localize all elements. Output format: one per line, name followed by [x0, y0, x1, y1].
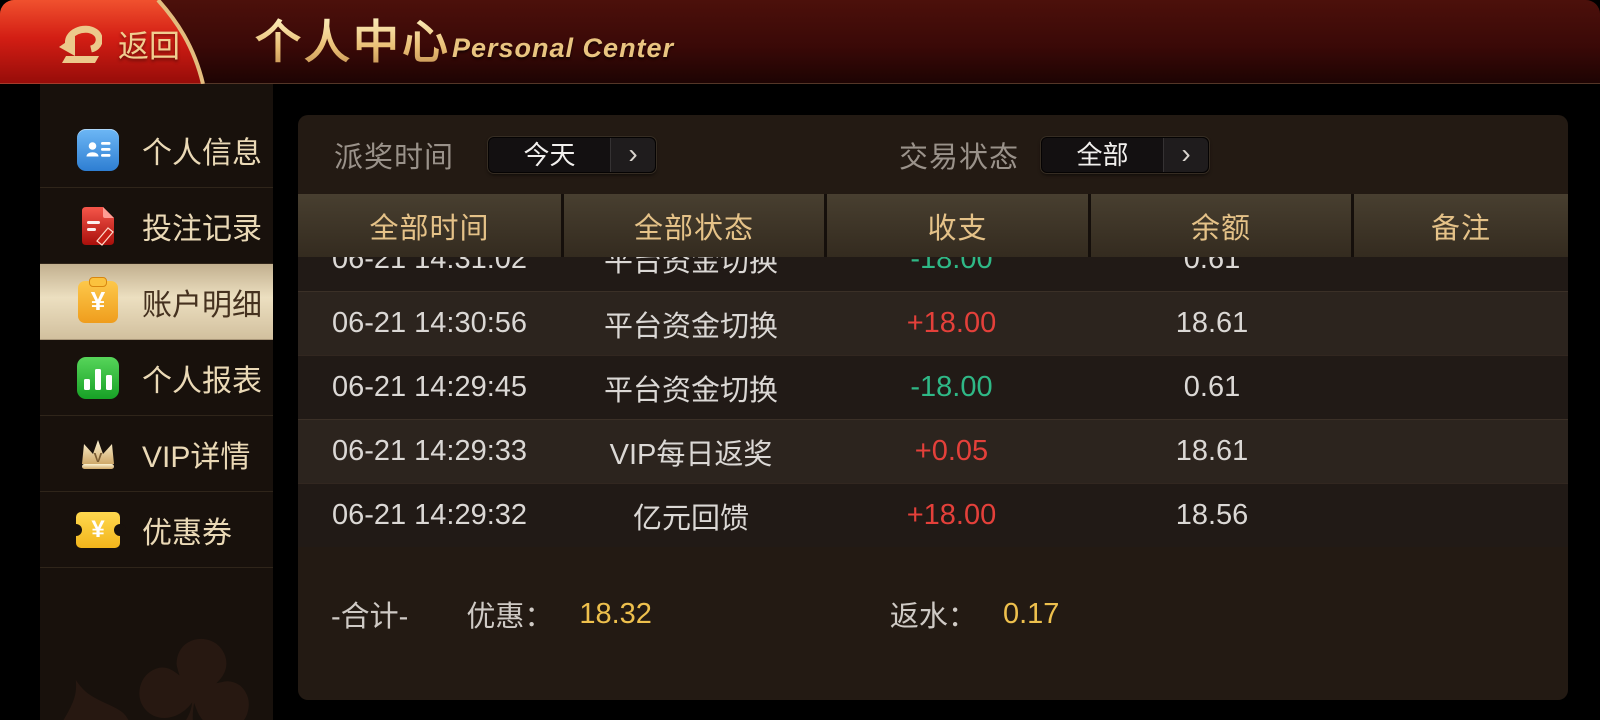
cell-amount: -18.00	[910, 371, 993, 403]
column-header-amount: 收支	[827, 194, 1088, 257]
report-chart-icon	[76, 356, 120, 400]
bet-record-icon	[76, 204, 120, 248]
table-header: 全部时间 全部状态 收支 余额 备注	[298, 194, 1568, 257]
club-decoration: ♣	[116, 572, 273, 720]
filter-bar: 派奖时间 今天 › 交易状态 全部 ›	[298, 115, 1568, 194]
payout-time-dropdown[interactable]: 今天 ›	[488, 136, 657, 173]
table-body[interactable]: 06-21 14:31:02 平台资金切换 -18.00 0.61 06-21 …	[298, 257, 1568, 549]
rebate-label: 返水：	[889, 601, 977, 633]
cell-status: 亿元回馈	[632, 502, 749, 535]
cell-time: 06-21 14:30:56	[331, 307, 528, 339]
back-arrow-icon	[59, 25, 102, 63]
crown-letter: V	[94, 450, 103, 465]
table-row[interactable]: 06-21 14:29:45 平台资金切换 -18.00 0.61	[298, 355, 1568, 419]
page-title: 个人中心	[255, 6, 451, 72]
table-row[interactable]: 06-21 14:31:02 平台资金切换 -18.00 0.61	[298, 257, 1568, 291]
cell-status: 平台资金切换	[603, 374, 778, 407]
table-row[interactable]: 06-21 14:29:32 亿元回馈 +18.00 18.56	[298, 483, 1568, 547]
sidebar-item-vip-details[interactable]: V VIP详情	[40, 416, 273, 492]
chevron-right-icon: ›	[1163, 137, 1209, 172]
rebate-value: 0.17	[1002, 597, 1060, 630]
column-header-note: 备注	[1354, 194, 1568, 257]
cell-balance: 0.61	[1183, 371, 1241, 403]
yen-glyph: ¥	[90, 286, 106, 316]
transaction-status-dropdown[interactable]: 全部 ›	[1041, 136, 1210, 173]
page-subtitle: Personal Center	[452, 33, 675, 63]
cell-amount: +18.00	[906, 307, 997, 339]
sidebar-item-coupons[interactable]: ¥ 优惠券	[40, 492, 273, 568]
cell-balance: 18.61	[1175, 307, 1249, 339]
transaction-status-value: 全部	[1076, 139, 1129, 170]
sidebar-item-personal-report[interactable]: 个人报表	[40, 340, 273, 416]
summary-row: -合计- 优惠： 18.32 返水： 0.17	[298, 593, 1568, 635]
cell-amount: +0.05	[914, 435, 989, 467]
crown-icon: V	[76, 432, 120, 476]
top-bar: 返回 个人中心 Personal Center	[0, 0, 1600, 84]
cell-amount: +18.00	[906, 499, 997, 531]
table-row[interactable]: 06-21 14:30:56 平台资金切换 +18.00 18.61	[298, 291, 1568, 355]
cell-time: 06-21 14:29:33	[331, 435, 528, 467]
table-row[interactable]: 06-21 14:29:33 VIP每日返奖 +0.05 18.61	[298, 419, 1568, 483]
chevron-right-icon: ›	[610, 137, 656, 172]
account-detail-icon: ¥	[76, 276, 120, 324]
back-button-label: 返回	[118, 29, 180, 64]
yen-glyph: ¥	[91, 515, 105, 543]
column-header-balance: 余额	[1091, 194, 1351, 257]
sidebar-item-bet-records[interactable]: 投注记录	[40, 188, 273, 264]
payout-time-label: 派奖时间	[334, 141, 455, 174]
total-label: -合计-	[331, 601, 409, 633]
cell-balance: 18.56	[1175, 499, 1249, 531]
back-button[interactable]: 返回	[0, 0, 215, 84]
cell-status: 平台资金切换	[603, 257, 778, 278]
transaction-status-label: 交易状态	[899, 141, 1020, 174]
cell-balance: 18.61	[1175, 435, 1249, 467]
cell-status: 平台资金切换	[603, 310, 778, 343]
promo-label: 优惠：	[466, 601, 554, 633]
cell-time: 06-21 14:29:32	[331, 499, 528, 531]
id-card-icon	[76, 128, 120, 172]
sidebar-item-label: 投注记录	[142, 212, 262, 246]
promo-value: 18.32	[579, 597, 652, 630]
column-header-time: 全部时间	[298, 194, 561, 257]
sidebar-item-label: 账户明细	[142, 288, 262, 322]
payout-time-value: 今天	[523, 139, 576, 170]
cell-status: VIP每日返奖	[609, 438, 773, 471]
cell-amount: -18.00	[910, 257, 993, 275]
account-detail-panel: 派奖时间 今天 › 交易状态 全部 › 全部时间 全部状态 收支 余额 备注 0…	[298, 115, 1568, 700]
sidebar: 个人信息 投注记录 ¥	[40, 84, 273, 720]
coupon-icon: ¥	[76, 508, 120, 552]
sidebar-item-label: 优惠券	[142, 516, 232, 550]
cell-time: 06-21 14:29:45	[331, 371, 528, 403]
cell-balance: 0.61	[1183, 257, 1241, 275]
cell-time: 06-21 14:31:02	[331, 257, 528, 275]
sidebar-item-label: 个人报表	[142, 364, 262, 398]
column-header-status: 全部状态	[564, 194, 824, 257]
sidebar-item-label: VIP详情	[142, 440, 251, 474]
sidebar-item-personal-info[interactable]: 个人信息	[40, 112, 273, 188]
sidebar-item-account-detail[interactable]: ¥ 账户明细	[40, 264, 273, 340]
sidebar-item-label: 个人信息	[142, 136, 262, 170]
